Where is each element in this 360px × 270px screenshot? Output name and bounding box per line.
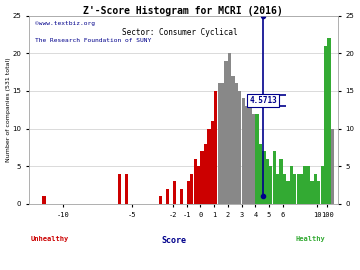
- Bar: [207, 129, 211, 204]
- Bar: [118, 174, 121, 204]
- Bar: [269, 166, 273, 204]
- Bar: [197, 166, 200, 204]
- Bar: [321, 166, 324, 204]
- Bar: [279, 159, 283, 204]
- Bar: [283, 174, 286, 204]
- Bar: [273, 151, 276, 204]
- Bar: [248, 106, 252, 204]
- Bar: [245, 106, 248, 204]
- Text: Healthy: Healthy: [295, 236, 325, 242]
- Text: 4.5713: 4.5713: [249, 96, 277, 105]
- Bar: [217, 83, 221, 204]
- Bar: [173, 181, 176, 204]
- Bar: [42, 196, 46, 204]
- Bar: [204, 144, 207, 204]
- Bar: [293, 174, 296, 204]
- Text: Sector: Consumer Cyclical: Sector: Consumer Cyclical: [122, 28, 238, 37]
- Bar: [297, 174, 300, 204]
- Bar: [231, 76, 235, 204]
- Bar: [262, 151, 266, 204]
- Bar: [314, 174, 317, 204]
- Bar: [235, 83, 238, 204]
- Bar: [266, 159, 269, 204]
- Bar: [221, 83, 224, 204]
- Bar: [252, 113, 255, 204]
- Bar: [214, 91, 217, 204]
- Text: Score: Score: [161, 236, 186, 245]
- Bar: [328, 38, 331, 204]
- Bar: [201, 151, 204, 204]
- Bar: [324, 46, 327, 204]
- Bar: [211, 121, 214, 204]
- Bar: [228, 53, 231, 204]
- Text: Unhealthy: Unhealthy: [31, 236, 69, 242]
- Bar: [259, 144, 262, 204]
- Y-axis label: Number of companies (531 total): Number of companies (531 total): [5, 58, 10, 162]
- Bar: [125, 174, 128, 204]
- Text: ©www.textbiz.org: ©www.textbiz.org: [35, 21, 95, 26]
- Bar: [276, 174, 279, 204]
- Bar: [303, 166, 307, 204]
- Bar: [242, 99, 245, 204]
- Bar: [194, 159, 197, 204]
- Bar: [159, 196, 162, 204]
- Bar: [255, 113, 258, 204]
- Bar: [238, 91, 242, 204]
- Bar: [300, 174, 303, 204]
- Bar: [286, 181, 289, 204]
- Title: Z'-Score Histogram for MCRI (2016): Z'-Score Histogram for MCRI (2016): [83, 6, 283, 16]
- Bar: [190, 174, 193, 204]
- Bar: [317, 181, 320, 204]
- Bar: [331, 129, 334, 204]
- Bar: [186, 181, 190, 204]
- Bar: [307, 166, 310, 204]
- Bar: [310, 181, 314, 204]
- Bar: [166, 189, 169, 204]
- Bar: [290, 166, 293, 204]
- Bar: [224, 61, 228, 204]
- Bar: [180, 189, 183, 204]
- Text: The Research Foundation of SUNY: The Research Foundation of SUNY: [35, 38, 151, 43]
